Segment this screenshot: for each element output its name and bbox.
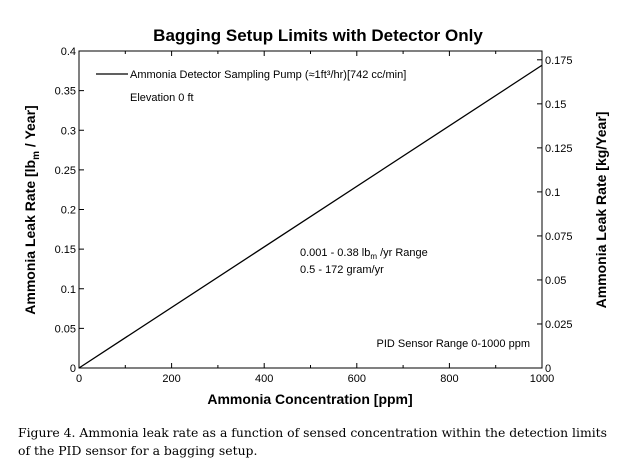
y-left-tick-label: 0.1 [61,284,76,296]
chart-title: Bagging Setup Limits with Detector Only [153,26,483,45]
x-tick-label: 1000 [530,373,554,385]
y-right-tick-label: 0.025 [545,319,573,331]
y-right-tick-label: 0.1 [545,187,560,199]
annotation-elevation: Elevation 0 ft [130,92,194,104]
y-left-label-tail: / Year] [22,105,38,151]
x-tick-label: 800 [440,373,458,385]
y-left-tick-label: 0.15 [55,244,76,256]
y-right-tick-label: 0 [545,363,551,375]
series-line [78,64,543,369]
y-left-tick-label: 0.35 [55,86,76,98]
x-axis-ticks: 0 200 400 600 800 1000 [76,51,554,385]
y-left-tick-label: 0.05 [55,323,76,335]
annotation-range-gram: 0.5 - 172 gram/yr [300,264,384,276]
y-right-tick-label: 0.175 [545,55,573,67]
y-left-axis-label: Ammonia Leak Rate [lbm / Year] [22,105,42,314]
y-left-tick-label: 0.25 [55,165,76,177]
annotation-range-lb-post: /yr Range [377,247,428,259]
y-left-tick-label: 0 [70,363,76,375]
annotation-range-lb-sub: m [370,252,377,261]
y-left-tick-label: 0.4 [61,46,76,58]
y-right-tick-label: 0.075 [545,231,573,243]
y-right-axis-label: Ammonia Leak Rate [kg/Year] [593,112,609,309]
x-tick-label: 200 [162,373,180,385]
caption-line-1: Figure 4. Ammonia leak rate as a functio… [18,425,608,440]
y-left-label-sub: m [31,151,42,160]
annotation-range-lb: 0.001 - 0.38 lbm /yr Range [300,247,428,261]
series-layer [78,64,543,369]
x-tick-label: 0 [76,373,82,385]
y-left-axis-ticks: 0 0.05 0.1 0.15 0.2 0.25 0.3 0.35 0.4 [55,46,84,375]
y-left-label-main: Ammonia Leak Rate [lb [22,160,38,315]
y-left-tick-label: 0.2 [61,205,76,217]
y-left-tick-label: 0.3 [61,125,76,137]
chart-figure: Bagging Setup Limits with Detector Only … [22,26,609,407]
y-right-tick-label: 0.15 [545,99,566,111]
y-right-axis-ticks: 0 0.025 0.05 0.075 0.1 0.125 0.15 0.175 [537,55,573,375]
x-axis-label: Ammonia Concentration [ppm] [207,391,412,407]
annotation-pid-range: PID Sensor Range 0-1000 ppm [377,338,530,350]
x-tick-label: 600 [348,373,366,385]
caption-line-2: of the PID sensor for a bagging setup. [18,443,258,458]
figure-caption: Figure 4. Ammonia leak rate as a functio… [18,424,618,460]
x-tick-label: 400 [255,373,273,385]
annotation-range-lb-pre: 0.001 - 0.38 lb [300,247,370,259]
y-right-tick-label: 0.05 [545,275,566,287]
y-right-tick-label: 0.125 [545,143,573,155]
legend-entry-label: Ammonia Detector Sampling Pump (≈1ft³/hr… [130,69,406,81]
